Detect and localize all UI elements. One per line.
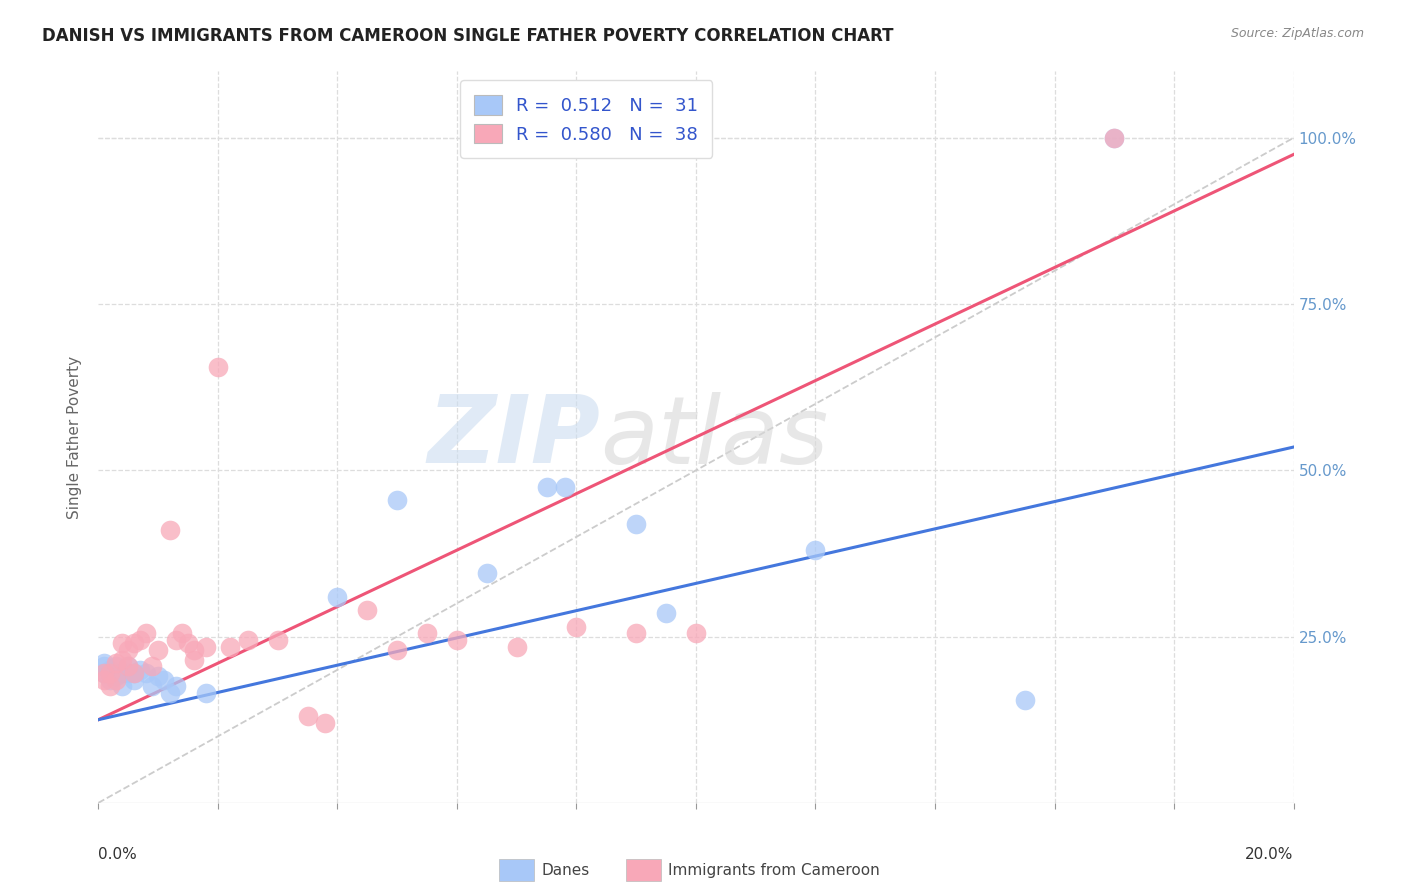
Point [183, 653, 205, 667]
Point [105, 673, 128, 687]
Point [356, 603, 378, 617]
Point [1014, 692, 1036, 706]
Point [98, 680, 122, 694]
Point [105, 656, 128, 670]
Point [98, 673, 122, 687]
Point [117, 666, 139, 681]
Point [506, 640, 529, 654]
Point [93, 659, 115, 673]
Point [124, 666, 146, 681]
Y-axis label: Single Father Poverty: Single Father Poverty [67, 356, 83, 518]
Point [124, 666, 146, 681]
Point [1104, 131, 1126, 145]
Point [195, 640, 218, 654]
Point [385, 643, 409, 657]
Point [1104, 131, 1126, 145]
Text: 0.0%: 0.0% [98, 847, 138, 862]
Point [124, 673, 146, 687]
Point [554, 480, 576, 494]
Point [105, 669, 128, 683]
Point [626, 516, 648, 531]
Point [98, 666, 122, 681]
Legend: R =  0.512   N =  31, R =  0.580   N =  38: R = 0.512 N = 31, R = 0.580 N = 38 [460, 80, 713, 158]
Point [111, 636, 134, 650]
Point [93, 666, 115, 681]
Point [93, 673, 115, 687]
Text: ZIP: ZIP [427, 391, 600, 483]
Point [385, 493, 409, 508]
Text: DANISH VS IMMIGRANTS FROM CAMEROON SINGLE FATHER POVERTY CORRELATION CHART: DANISH VS IMMIGRANTS FROM CAMEROON SINGL… [42, 27, 894, 45]
Point [117, 659, 139, 673]
Point [148, 669, 170, 683]
Point [183, 643, 205, 657]
Point [135, 626, 157, 640]
Point [129, 663, 152, 677]
Point [655, 607, 678, 621]
Point [111, 666, 134, 681]
Point [141, 659, 163, 673]
Text: Immigrants from Cameroon: Immigrants from Cameroon [668, 863, 880, 878]
Text: atlas: atlas [600, 392, 828, 483]
Point [165, 680, 187, 694]
Point [177, 636, 200, 650]
Point [207, 360, 229, 375]
Point [219, 640, 242, 654]
Point [93, 666, 115, 681]
Point [153, 673, 176, 687]
Point [236, 632, 259, 647]
Point [626, 626, 648, 640]
Point [685, 626, 707, 640]
Point [135, 666, 157, 681]
Point [141, 680, 163, 694]
Point [124, 636, 146, 650]
Point [111, 653, 134, 667]
Point [195, 686, 218, 700]
Point [111, 680, 134, 694]
Point [93, 656, 115, 670]
Point [297, 709, 319, 723]
Point [159, 523, 181, 537]
Point [117, 643, 139, 657]
Point [148, 643, 170, 657]
Text: Danes: Danes [541, 863, 589, 878]
Point [565, 619, 588, 633]
Point [475, 566, 498, 581]
Point [98, 663, 122, 677]
Point [416, 626, 439, 640]
Text: Source: ZipAtlas.com: Source: ZipAtlas.com [1230, 27, 1364, 40]
Point [326, 590, 349, 604]
Point [446, 632, 468, 647]
Point [105, 659, 128, 673]
Point [315, 716, 337, 731]
Point [536, 480, 558, 494]
Point [804, 543, 827, 558]
Point [267, 632, 290, 647]
Point [117, 659, 139, 673]
Point [165, 632, 187, 647]
Point [129, 632, 152, 647]
Point [172, 626, 194, 640]
Text: 20.0%: 20.0% [1246, 847, 1294, 862]
Point [159, 686, 181, 700]
